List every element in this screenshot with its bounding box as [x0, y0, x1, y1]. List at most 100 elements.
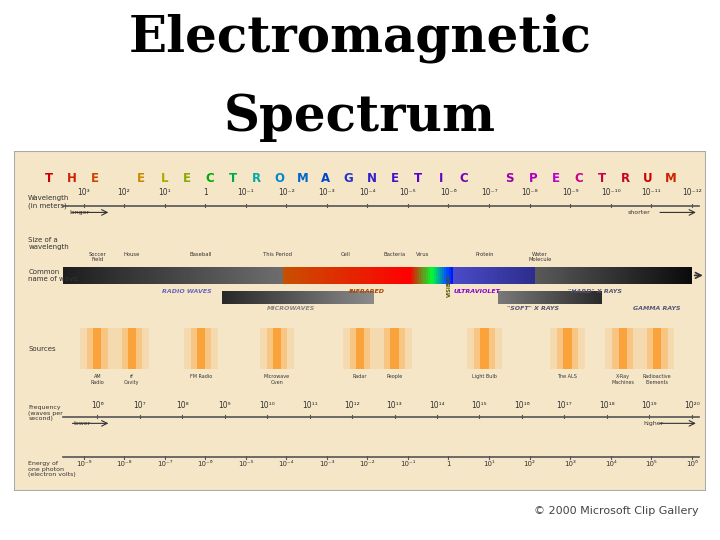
Bar — [197, 328, 205, 369]
Bar — [301, 291, 304, 304]
Bar — [222, 267, 224, 284]
Bar — [246, 291, 249, 304]
Text: 10¹¹: 10¹¹ — [302, 401, 318, 410]
Bar — [289, 291, 292, 304]
Text: Microwave
Oven: Microwave Oven — [264, 374, 290, 385]
Bar — [365, 291, 368, 304]
Bar — [610, 267, 612, 284]
Bar — [145, 267, 147, 284]
Bar — [267, 291, 271, 304]
Bar — [618, 267, 621, 284]
Text: 10⁻⁴: 10⁻⁴ — [359, 188, 376, 197]
Bar — [295, 267, 297, 284]
Text: Energy of
one photon
(electron volts): Energy of one photon (electron volts) — [28, 461, 76, 477]
Bar — [563, 328, 572, 369]
Bar — [555, 291, 558, 304]
Bar — [371, 291, 374, 304]
Bar — [328, 291, 331, 304]
Bar — [486, 267, 488, 284]
Bar — [621, 267, 623, 284]
Bar — [560, 291, 563, 304]
Bar — [243, 267, 246, 284]
Bar — [258, 267, 260, 284]
Text: Cell: Cell — [341, 252, 351, 256]
Bar — [252, 291, 255, 304]
Bar — [629, 267, 631, 284]
Bar — [400, 267, 402, 284]
Bar — [195, 267, 197, 284]
Bar — [313, 291, 316, 304]
Bar — [690, 267, 692, 284]
Text: "SOFT" X RAYS: "SOFT" X RAYS — [507, 306, 559, 311]
Bar — [377, 267, 379, 284]
Bar — [428, 267, 430, 284]
Bar — [143, 267, 145, 284]
Bar — [157, 267, 159, 284]
Bar — [304, 267, 306, 284]
Text: House: House — [124, 252, 140, 256]
Text: 10⁻⁹: 10⁻⁹ — [76, 461, 91, 467]
Text: R: R — [621, 172, 629, 185]
Bar — [172, 267, 174, 284]
Text: Spectrum: Spectrum — [224, 93, 496, 143]
Bar — [340, 267, 341, 284]
Bar — [322, 291, 325, 304]
Bar — [234, 291, 237, 304]
Bar — [239, 267, 241, 284]
Bar — [508, 267, 509, 284]
Bar — [247, 267, 249, 284]
Bar — [384, 328, 405, 369]
Bar — [346, 267, 348, 284]
Bar — [396, 267, 398, 284]
Bar — [518, 267, 520, 284]
Text: 10⁻⁸: 10⁻⁸ — [117, 461, 132, 467]
Bar — [201, 267, 203, 284]
Text: Size of a
wavelength: Size of a wavelength — [28, 237, 69, 249]
Text: T: T — [45, 172, 53, 185]
Bar — [274, 291, 276, 304]
Bar — [109, 267, 111, 284]
Bar — [532, 267, 534, 284]
Text: X-Ray
Machines: X-Ray Machines — [611, 374, 634, 385]
Bar — [547, 291, 550, 304]
Bar — [84, 267, 86, 284]
Bar — [228, 267, 230, 284]
Bar — [78, 267, 79, 284]
Bar — [589, 291, 592, 304]
Bar — [127, 267, 130, 284]
Bar — [184, 267, 186, 284]
Bar — [528, 267, 531, 284]
Bar — [467, 328, 502, 369]
Bar — [334, 291, 338, 304]
Bar — [327, 267, 329, 284]
Bar — [361, 267, 363, 284]
Text: The ALS: The ALS — [557, 374, 577, 379]
Bar — [310, 267, 312, 284]
Bar — [671, 267, 673, 284]
Text: 10⁶: 10⁶ — [91, 401, 104, 410]
Bar — [249, 291, 252, 304]
Bar — [421, 267, 423, 284]
Bar — [170, 267, 172, 284]
Bar — [557, 328, 577, 369]
Bar — [543, 267, 545, 284]
Bar — [411, 267, 413, 284]
Bar — [210, 267, 212, 284]
Bar — [390, 328, 399, 369]
Bar — [419, 267, 421, 284]
Bar — [647, 328, 667, 369]
Bar — [430, 267, 432, 284]
Bar — [550, 328, 585, 369]
Bar — [562, 267, 564, 284]
Bar — [599, 291, 602, 304]
Bar — [159, 267, 161, 284]
Bar — [508, 291, 511, 304]
Bar — [241, 267, 243, 284]
Bar — [205, 267, 207, 284]
Text: Bacteria: Bacteria — [384, 252, 405, 256]
Bar — [660, 267, 662, 284]
Bar — [532, 291, 534, 304]
Bar — [343, 328, 377, 369]
Bar — [675, 267, 677, 284]
Bar — [63, 267, 65, 284]
